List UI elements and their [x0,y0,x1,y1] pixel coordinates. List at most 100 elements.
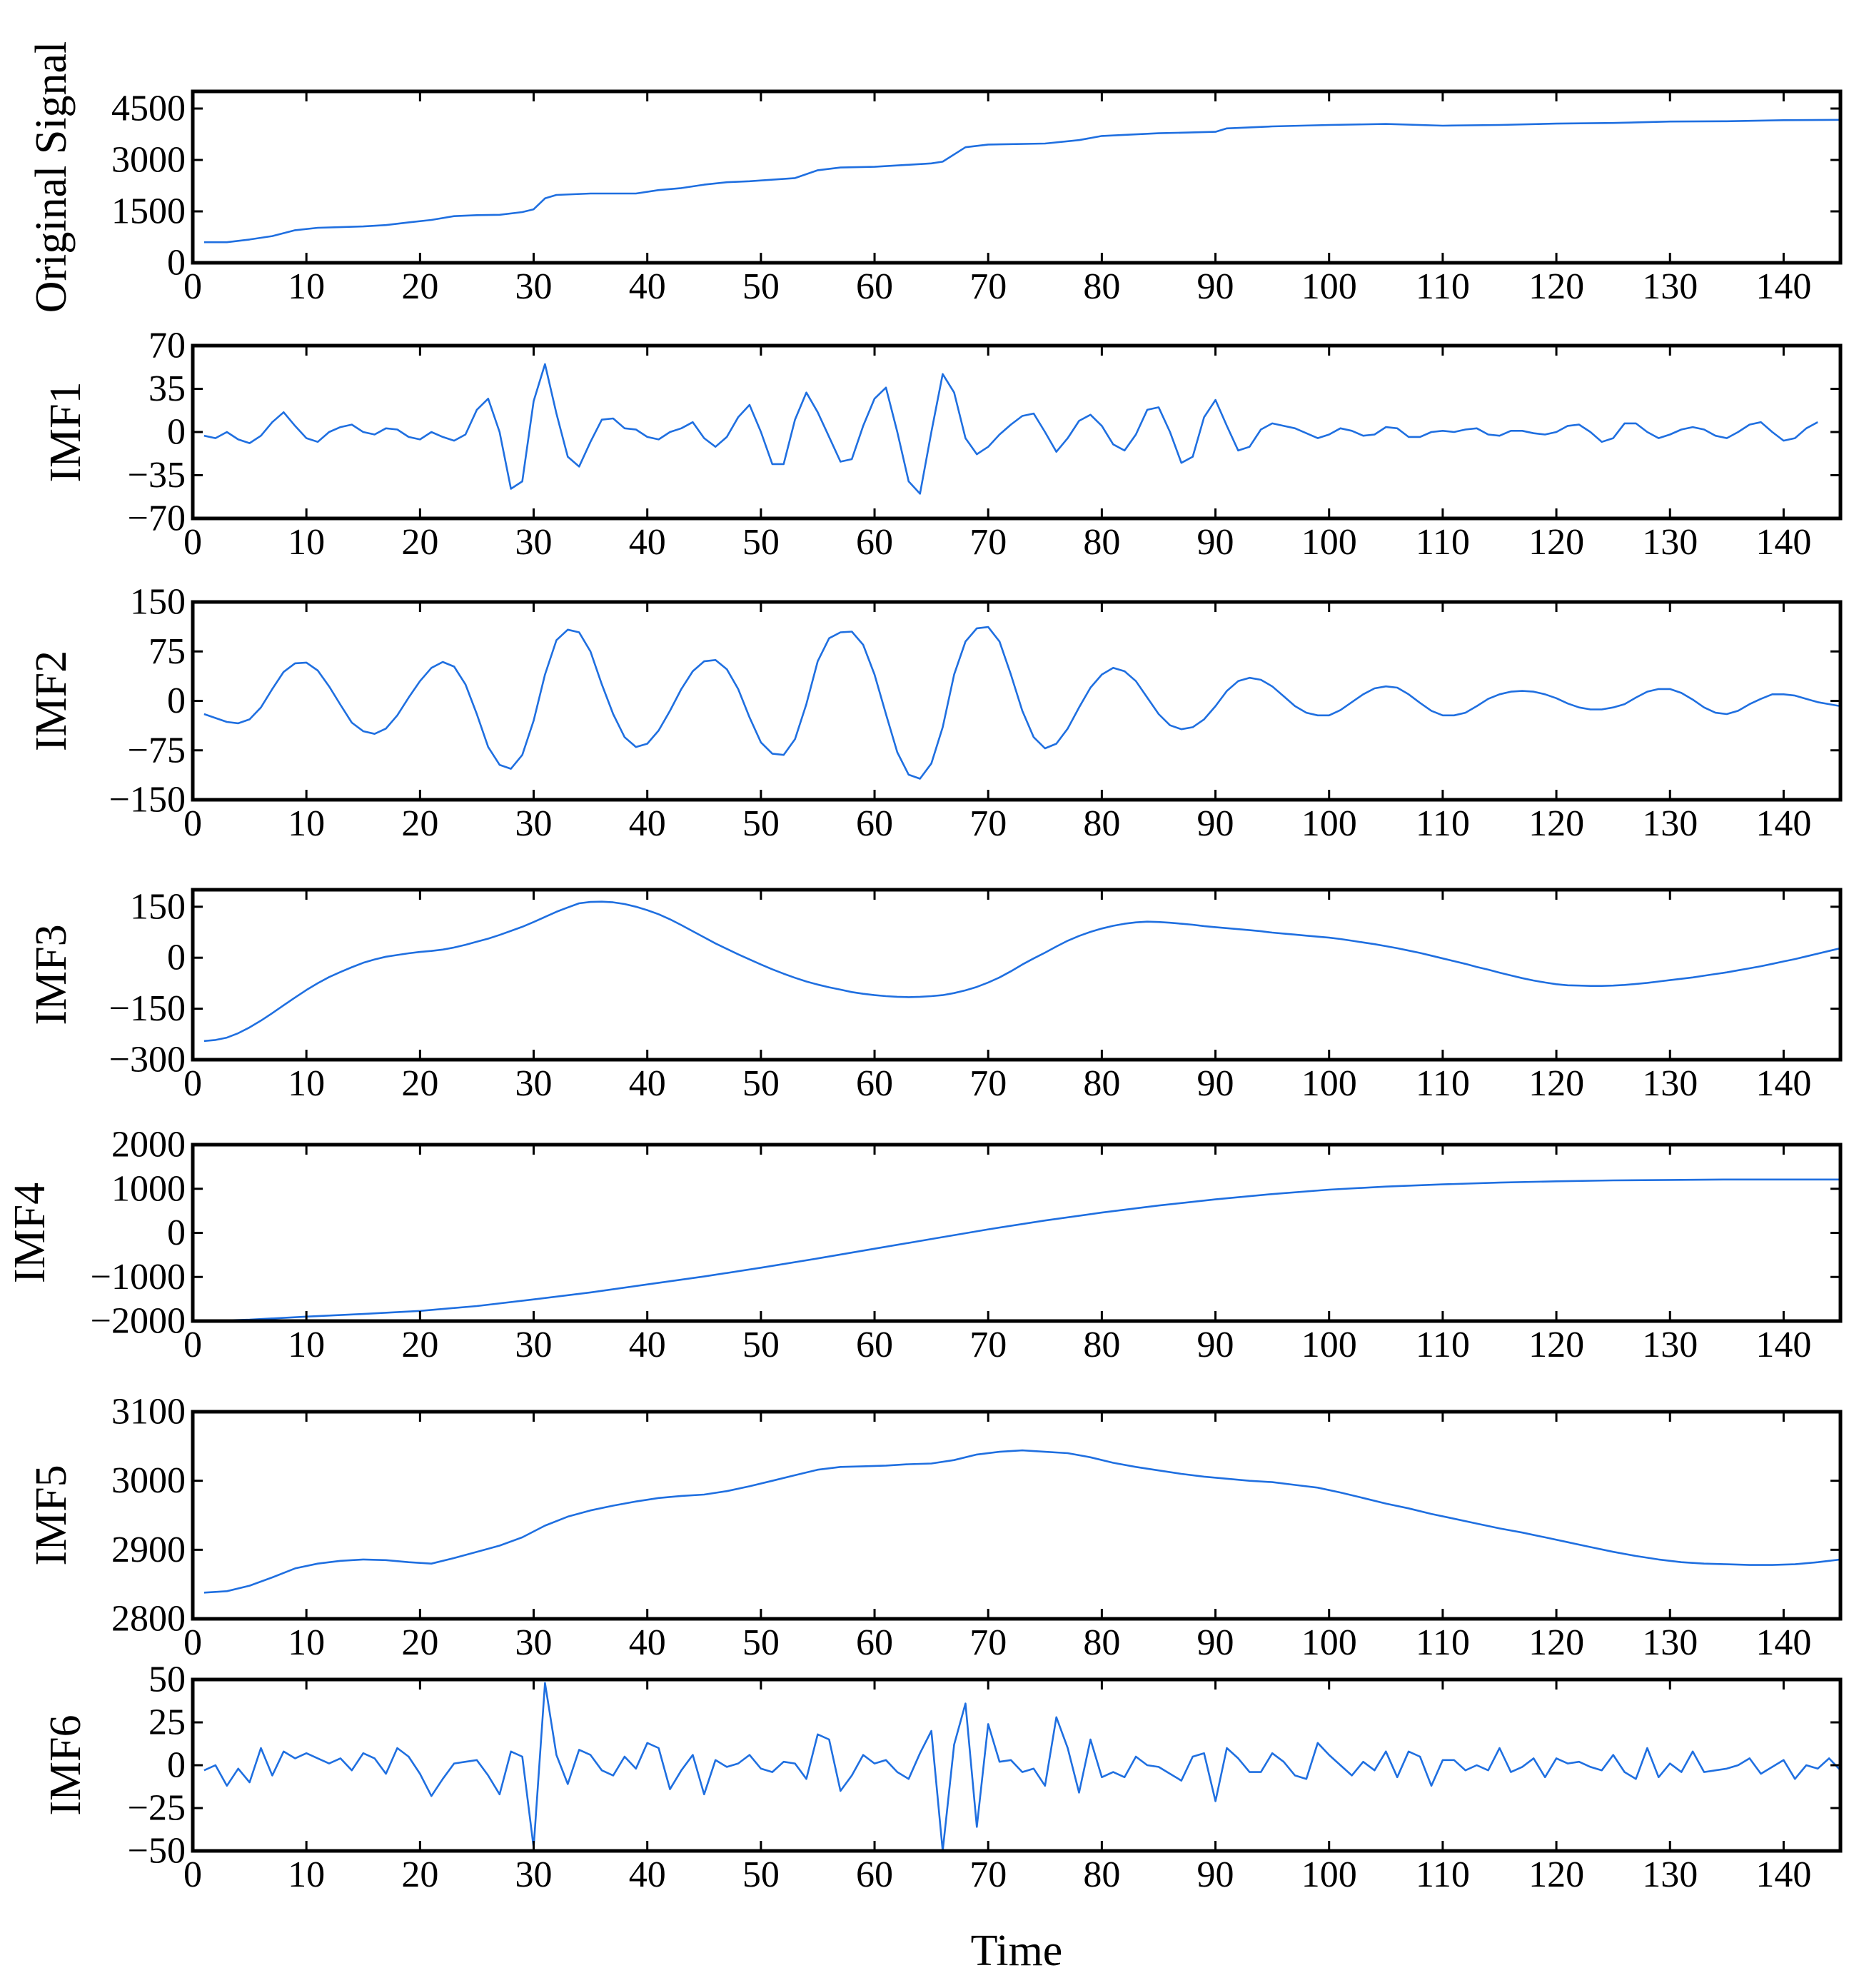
x-tick-label: 10 [288,1325,325,1365]
x-tick-label: 30 [515,1854,553,1895]
axes-frame [191,343,1843,521]
y-tick-label: 1000 [111,1168,186,1209]
x-tick-label: 40 [629,1622,666,1663]
x-tick-label: 30 [515,1325,553,1365]
x-tick-label: 120 [1528,522,1584,563]
y-tick-label: 2800 [111,1599,186,1640]
x-tick-label: 10 [288,266,325,307]
x-tick-label: 30 [515,1622,553,1663]
subplot-3: −150 −75 0 75 150 0 10 20 30 40 50 60 70 80 90 100 110 12… [27,582,1843,844]
series-line [203,626,1840,780]
x-tick-label: 140 [1755,1325,1811,1365]
y-tick-label: −75 [128,730,186,770]
x-tick-label: 110 [1416,1063,1470,1104]
y-tick-label: 3000 [111,140,186,181]
y-tick-label: −2000 [91,1301,186,1342]
y-tick-label: 0 [167,681,186,721]
y-tick-label: 150 [130,582,186,623]
x-tick-label: 80 [1083,522,1120,563]
x-tick-label: 100 [1301,1063,1357,1104]
y-axis-label: IMF6 [41,1715,90,1815]
y-tick-label: 25 [148,1702,186,1743]
y-tick-label: 3000 [111,1460,186,1501]
x-tick-label: 10 [288,1622,325,1663]
x-tick-label: 20 [401,522,438,563]
x-tick-label: 0 [183,803,202,844]
x-tick-label: 110 [1416,803,1470,844]
axes-frame [191,1677,1843,1853]
y-tick-label: 75 [148,631,186,672]
x-tick-label: 50 [742,803,780,844]
series-line [203,900,1840,1043]
x-tick-label: 40 [629,266,666,307]
y-tick-label: −150 [109,780,186,820]
y-tick-label: −50 [128,1831,186,1872]
y-tick-label: 150 [130,886,186,927]
x-tick-label: 50 [742,1063,780,1104]
y-axis-label: Original Signal [27,41,76,313]
x-tick-label: 60 [856,1063,893,1104]
x-tick-label: 140 [1755,1854,1811,1895]
x-tick-label: 70 [969,1854,1007,1895]
x-tick-label: 20 [401,1063,438,1104]
x-tick-label: 120 [1528,803,1584,844]
x-tick-label: 90 [1197,1063,1234,1104]
x-tick-label: 0 [183,1325,202,1365]
y-axis-label: IMF3 [27,924,76,1025]
y-axis-label: IMF2 [27,651,76,751]
x-tick-label: 0 [183,1622,202,1663]
y-tick-label: −25 [128,1788,186,1829]
x-tick-label: 30 [515,803,553,844]
y-tick-label: −1000 [91,1257,186,1297]
x-tick-label: 50 [742,1622,780,1663]
x-tick-label: 70 [969,522,1007,563]
axes-frame [191,1410,1843,1621]
x-tick-label: 0 [183,1063,202,1104]
x-tick-label: 120 [1528,1325,1584,1365]
axes-frame [191,1143,1843,1323]
x-tick-label: 120 [1528,1063,1584,1104]
y-axis-label: IMF5 [27,1465,76,1565]
x-tick-label: 70 [969,803,1007,844]
series-line [203,119,1840,244]
series-line [203,1178,1840,1321]
y-tick-label: −300 [109,1040,186,1080]
x-tick-label: 0 [183,1854,202,1895]
x-tick-label: 80 [1083,803,1120,844]
x-tick-label: 0 [183,522,202,563]
x-tick-label: 90 [1197,522,1234,563]
x-tick-label: 100 [1301,266,1357,307]
x-tick-label: 140 [1755,1063,1811,1104]
x-tick-label: 110 [1416,1622,1470,1663]
x-tick-label: 100 [1301,1622,1357,1663]
y-tick-label: 0 [167,1213,186,1253]
x-tick-label: 130 [1642,803,1698,844]
y-tick-label: 2900 [111,1530,186,1570]
x-tick-label: 60 [856,1622,893,1663]
x-tick-label: 10 [288,1854,325,1895]
series-line [203,1682,1840,1851]
x-tick-label: 40 [629,1325,666,1365]
x-tick-label: 20 [401,803,438,844]
x-tick-label: 60 [856,803,893,844]
x-tick-label: 120 [1528,1622,1584,1663]
y-tick-label: 50 [148,1660,186,1700]
y-tick-label: −35 [128,455,186,496]
x-tick-label: 60 [856,266,893,307]
y-tick-label: 70 [148,326,186,366]
x-tick-label: 90 [1197,803,1234,844]
x-tick-label: 140 [1755,522,1811,563]
x-tick-label: 90 [1197,1622,1234,1663]
y-tick-label: 0 [167,412,186,453]
x-tick-label: 60 [856,522,893,563]
series-line [203,363,1818,495]
x-tick-label: 100 [1301,522,1357,563]
x-tick-label: 40 [629,522,666,563]
x-tick-label: 120 [1528,1854,1584,1895]
x-tick-label: 30 [515,266,553,307]
x-tick-label: 40 [629,1063,666,1104]
y-axis-label: IMF4 [6,1183,54,1283]
x-tick-label: 110 [1416,522,1470,563]
